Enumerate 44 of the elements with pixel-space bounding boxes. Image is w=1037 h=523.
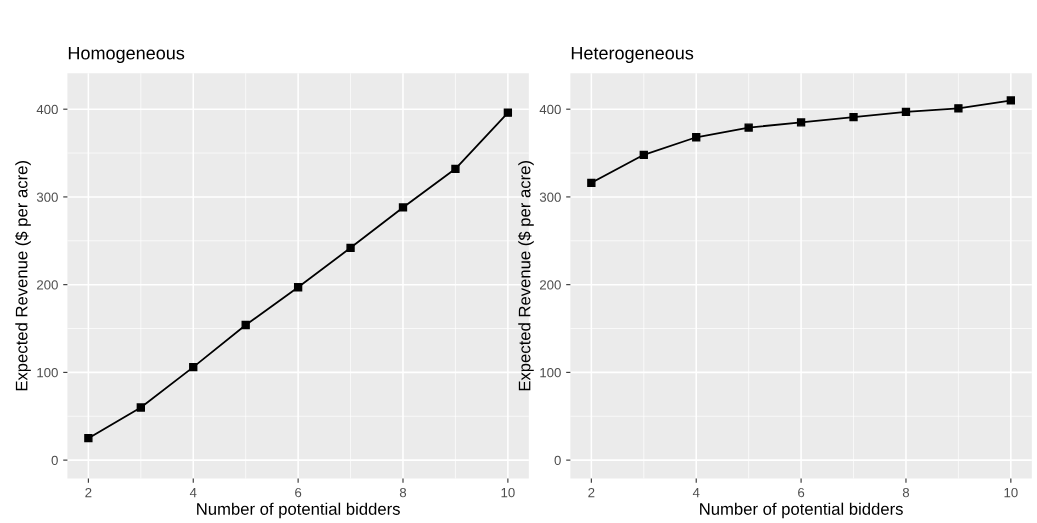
point [901,107,911,116]
x-tick-label: 10 [501,487,515,498]
y-tick-label: 300 [539,192,561,202]
point [84,434,93,443]
y-tick-label: 400 [539,104,561,115]
x-axis-title: Number of potential bidders [197,502,400,519]
y-tick-label: 0 [51,455,58,466]
point [451,164,460,174]
point [796,118,806,127]
x-tick-label: 2 [588,487,595,498]
y-tick-label: 300 [36,192,58,202]
point [744,123,753,132]
chart-title: Homogeneous [68,46,185,64]
point [639,150,648,159]
point [954,104,963,113]
x-tick-label: 8 [902,487,910,498]
point [398,203,408,212]
point [346,243,355,252]
point [587,178,596,188]
point [1006,96,1016,105]
y-tick-label: 200 [540,280,561,290]
x-tick-label: 4 [692,488,700,498]
point [293,283,303,292]
y-tick-label: 0 [554,455,561,466]
y-tick-label: 200 [37,280,58,290]
point [692,133,701,142]
x-tick-label: 6 [798,487,805,498]
y-tick-label: 100 [37,367,58,378]
x-tick-label: 8 [399,487,407,498]
y-tick-label: 400 [36,104,58,115]
point [241,320,250,330]
x-tick-label: 2 [85,487,92,498]
point [136,403,145,412]
x-tick-label: 6 [295,487,302,498]
x-axis-title: Number of potential bidders [700,502,903,519]
point [849,112,858,122]
point [189,362,198,372]
y-tick-label: 100 [540,367,561,378]
y-axis-title: Expected Revenue ($ per acre) [517,161,534,391]
point [503,108,513,117]
x-tick-label: 10 [1004,487,1018,498]
x-tick-label: 4 [189,488,197,498]
y-axis-title: Expected Revenue ($ per acre) [15,161,31,391]
chart-title: Heterogeneous [571,46,694,64]
